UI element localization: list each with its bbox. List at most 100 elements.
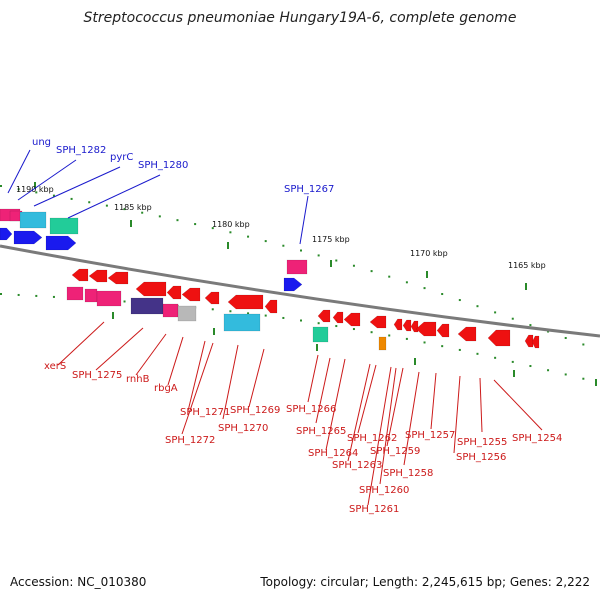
- forward-leader-line: [299, 195, 309, 245]
- reverse-gene-label: SPH_1257: [405, 430, 455, 441]
- reverse-leader-line: [135, 333, 167, 376]
- reverse-gene-label: SPH_1265: [296, 426, 346, 437]
- guide-dot: [141, 211, 144, 214]
- minor-tick: [316, 344, 318, 351]
- reverse-gene-label: SPH_1272: [165, 435, 215, 446]
- guide-dot: [0, 185, 2, 187]
- reverse-gene-label: SPH_1275: [72, 370, 122, 381]
- major-tick: [525, 283, 527, 290]
- guide-dot: [370, 270, 373, 273]
- genome-backbone: [0, 244, 600, 338]
- guide-dot: [547, 369, 550, 372]
- guide-dot: [300, 319, 302, 322]
- forward-gene-label: ung: [32, 137, 51, 148]
- reverse-leader-line: [222, 344, 239, 420]
- label-leader-lines: [7, 149, 543, 506]
- gene-feature: [332, 311, 344, 324]
- reverse-leader-line: [187, 340, 206, 412]
- guide-dot: [282, 244, 285, 247]
- gene-feature: [410, 320, 419, 333]
- gene-feature: [378, 336, 387, 351]
- gene-feature: [436, 323, 450, 338]
- guide-dot: [229, 231, 232, 234]
- gene-feature: [135, 281, 167, 297]
- reverse-gene-label: SPH_1260: [359, 485, 409, 496]
- reverse-gene-label: SPH_1266: [286, 404, 336, 415]
- gene-feature: [264, 299, 278, 314]
- major-tick: [34, 182, 36, 189]
- forward-gene-label: pyrC: [110, 152, 133, 163]
- gene-feature: [177, 305, 197, 322]
- reverse-leader-line: [325, 358, 346, 451]
- guide-dot: [494, 356, 497, 359]
- guide-dot: [511, 317, 514, 320]
- gene-feature: [524, 334, 534, 348]
- forward-gene-label: SPH_1280: [138, 160, 188, 171]
- guide-dot: [511, 360, 514, 363]
- guide-dot: [88, 201, 91, 204]
- gene-feature: [415, 321, 437, 337]
- minor-tick: [414, 358, 416, 365]
- guide-dot: [423, 287, 426, 290]
- guide-dot: [405, 337, 408, 340]
- gene-features: [0, 208, 540, 351]
- reverse-leader-line: [403, 371, 420, 466]
- guide-dot: [494, 311, 497, 314]
- gene-feature: [317, 309, 331, 323]
- guide-dot: [458, 299, 461, 302]
- gene-feature: [66, 286, 84, 301]
- reverse-gene-label: SPH_1258: [383, 468, 433, 479]
- guide-dot: [405, 281, 408, 284]
- tick-label: 1190 kbp: [16, 185, 54, 194]
- gene-feature: [45, 235, 77, 251]
- reverse-leader-line: [386, 367, 404, 447]
- guide-dot: [476, 352, 479, 355]
- guide-dot: [564, 373, 567, 376]
- guide-dot: [123, 208, 126, 211]
- guide-dot: [35, 294, 38, 297]
- forward-leader-line: [7, 149, 31, 194]
- minor-tick: [595, 379, 597, 386]
- guide-dot: [423, 341, 426, 344]
- guide-dot: [352, 328, 355, 331]
- reverse-leader-line: [57, 321, 105, 366]
- guide-dot: [529, 365, 532, 368]
- gene-feature: [49, 217, 79, 235]
- guide-dot: [564, 336, 567, 339]
- reverse-gene-label: SPH_1256: [456, 452, 506, 463]
- guide-dot: [264, 240, 267, 243]
- reverse-gene-label: SPH_1254: [512, 433, 562, 444]
- reverse-leader-line: [430, 372, 437, 430]
- guide-dot: [17, 188, 20, 191]
- guide-dot: [300, 249, 302, 252]
- reverse-gene-label: SPH_1255: [457, 437, 507, 448]
- forward-leader-line: [17, 159, 77, 201]
- gene-feature: [369, 315, 387, 329]
- guide-dot: [582, 343, 585, 346]
- guide-dot: [529, 324, 532, 327]
- forward-leader-line: [67, 174, 161, 219]
- guide-dot: [547, 330, 550, 333]
- guide-dot: [176, 219, 179, 222]
- gene-feature: [181, 287, 201, 302]
- guide-dot: [476, 305, 479, 308]
- tick-label: 1175 kbp: [312, 235, 350, 244]
- guide-dot: [388, 275, 391, 278]
- major-tick: [330, 260, 332, 267]
- gene-feature: [96, 290, 122, 307]
- reverse-gene-label: rbgA: [154, 383, 178, 394]
- reverse-gene-label: SPH_1271: [180, 407, 230, 418]
- reverse-leader-line: [248, 348, 265, 408]
- guide-dot: [123, 300, 126, 303]
- reverse-gene-label: rnhB: [126, 374, 150, 385]
- gene-feature: [283, 277, 303, 292]
- gene-feature: [130, 297, 164, 315]
- reverse-leader-line: [167, 336, 184, 386]
- guide-dot: [352, 264, 355, 267]
- gene-feature: [312, 326, 329, 343]
- gene-feature: [71, 268, 89, 282]
- guide-dot: [211, 308, 214, 311]
- major-tick: [426, 271, 428, 278]
- tick-label: 1185 kbp: [114, 203, 152, 212]
- gene-feature: [107, 271, 129, 285]
